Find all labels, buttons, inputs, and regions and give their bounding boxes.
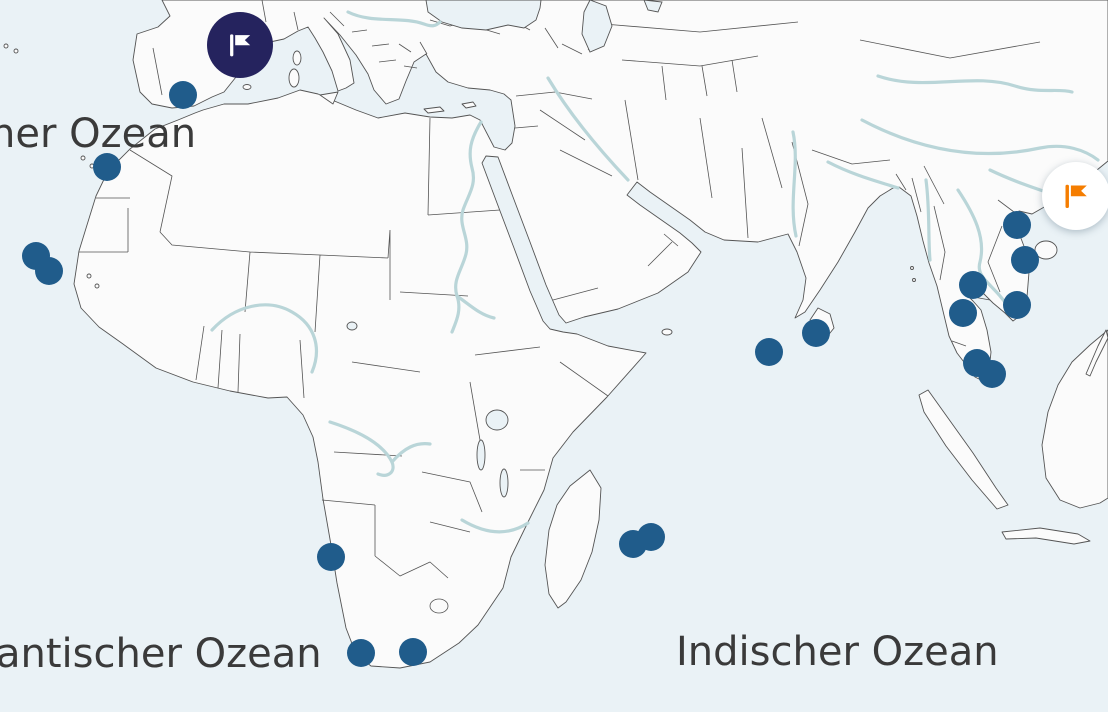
- route-stop-marker[interactable]: [1003, 211, 1031, 239]
- route-end-flag-marker[interactable]: [1042, 162, 1108, 230]
- route-stop-marker[interactable]: [399, 638, 427, 666]
- route-stop-marker[interactable]: [35, 257, 63, 285]
- seas-and-lakes: [346, 0, 663, 498]
- route-stop-marker[interactable]: [169, 81, 197, 109]
- route-stop-marker[interactable]: [755, 338, 783, 366]
- route-stop-marker[interactable]: [802, 319, 830, 347]
- ocean-label-atlantic-north: her Ozean: [0, 111, 197, 157]
- landmass-afro-eurasia: [73, 0, 1108, 669]
- route-stop-marker[interactable]: [317, 543, 345, 571]
- route-stop-marker[interactable]: [959, 271, 987, 299]
- flag-icon: [1065, 184, 1087, 208]
- ocean-label-indian: Indischer Ozean: [676, 629, 999, 675]
- route-stop-marker[interactable]: [978, 360, 1006, 388]
- route-start-flag-marker[interactable]: [207, 12, 273, 78]
- islands: [3, 43, 1108, 609]
- ocean-label-atlantic-south: antischer Ozean: [0, 631, 322, 677]
- route-stop-marker[interactable]: [637, 523, 665, 551]
- route-stop-marker[interactable]: [949, 299, 977, 327]
- route-stop-marker[interactable]: [347, 639, 375, 667]
- flag-icon: [230, 34, 251, 57]
- route-stop-marker[interactable]: [1003, 291, 1031, 319]
- route-stop-marker[interactable]: [93, 153, 121, 181]
- route-stop-marker[interactable]: [1011, 246, 1039, 274]
